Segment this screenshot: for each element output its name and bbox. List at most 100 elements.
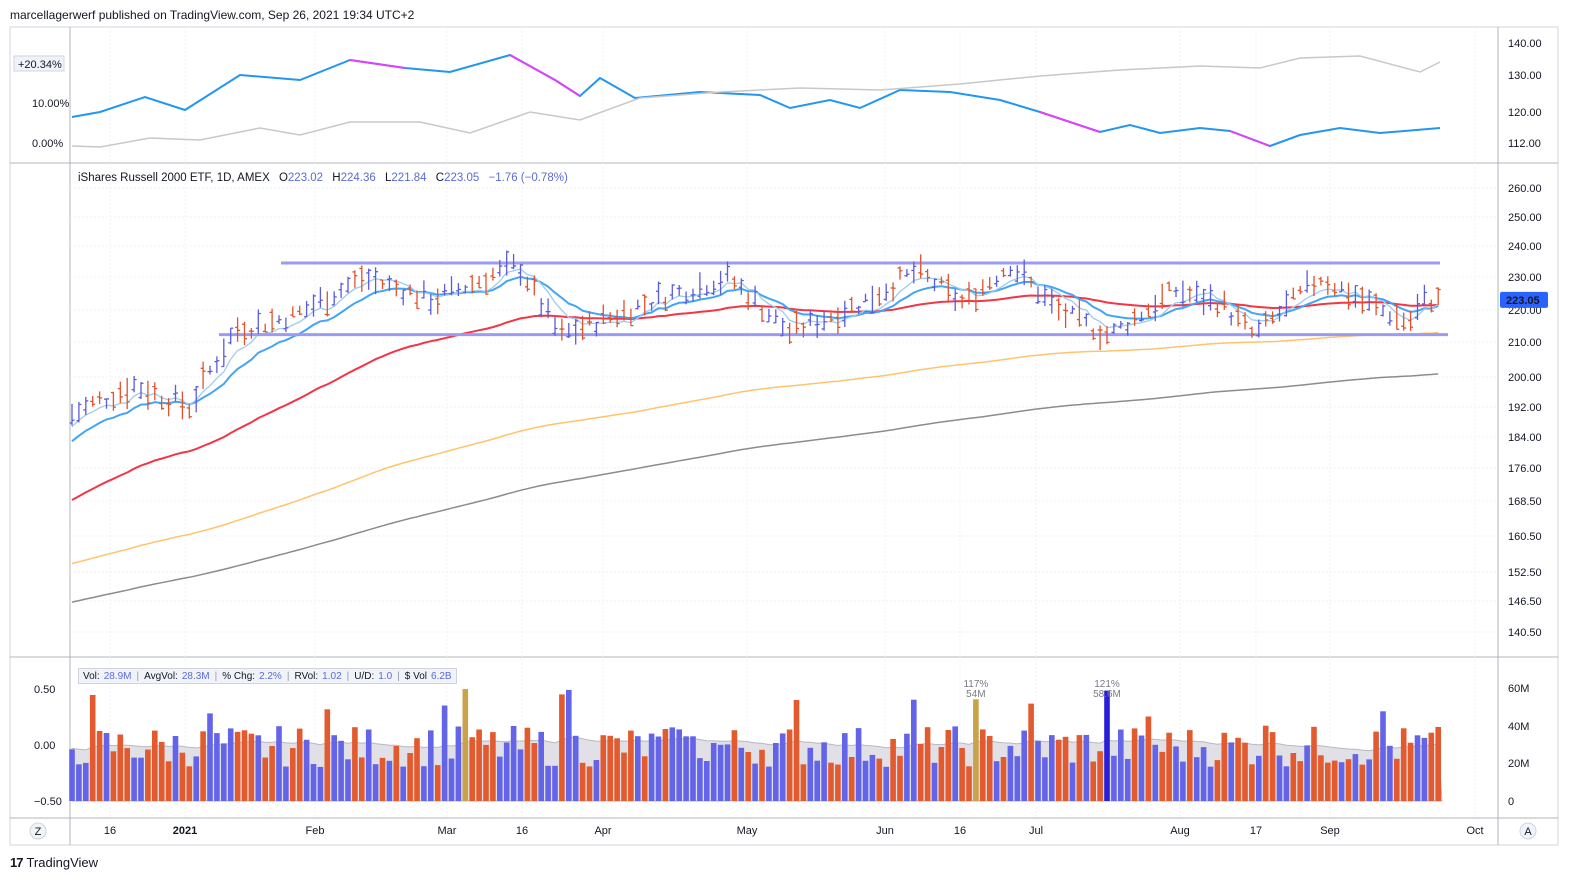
price-bar [690, 288, 696, 302]
corner-button-label: A [1524, 826, 1532, 838]
rs-left-label: 10.00% [32, 98, 70, 110]
volume-bar [1256, 755, 1262, 801]
volume-annotation-vol: 58.6M [1093, 689, 1121, 700]
volume-bar [1007, 745, 1014, 801]
volume-bar [1352, 754, 1359, 801]
volume-bar [269, 746, 275, 801]
price-bar [1249, 326, 1255, 338]
price-bar [904, 269, 910, 277]
volume-bar [428, 730, 434, 801]
price-bar [386, 275, 392, 292]
price-bar [1435, 287, 1441, 306]
volume-bar [1318, 755, 1324, 801]
price-bar [863, 293, 868, 303]
price-bar [1139, 311, 1144, 322]
volume-bar [1000, 757, 1007, 801]
range-lines [219, 261, 1448, 337]
volume-bar [386, 760, 393, 801]
price-axis-label: 210.00 [1508, 337, 1542, 349]
price-bar [580, 315, 586, 341]
corner-button[interactable] [29, 822, 47, 840]
price-bar [304, 300, 310, 318]
volume-bar [648, 733, 655, 801]
volume-bar [172, 736, 179, 801]
price-bar [1173, 286, 1179, 298]
volume-bar [517, 749, 524, 801]
price-bar [642, 294, 648, 316]
price-bar [559, 318, 565, 341]
volume-bar [531, 743, 538, 801]
price-bar [97, 391, 103, 404]
price-bar [1304, 270, 1310, 293]
price-bar [1235, 304, 1241, 327]
price-axis-label: 260.00 [1508, 183, 1542, 195]
volume-bar [110, 751, 117, 801]
volume-bar [959, 748, 965, 801]
volume-bar [917, 743, 924, 801]
date-axis-label: Feb [306, 825, 325, 837]
outer-frame [9, 26, 1559, 846]
volume-bar [234, 731, 241, 801]
price-bar [752, 285, 758, 308]
volume-bar [993, 761, 1000, 801]
price-bar [255, 309, 261, 334]
volume-bar [186, 766, 193, 801]
price-bar [656, 281, 661, 305]
price-bar [1208, 284, 1213, 311]
low-label: L [385, 172, 392, 184]
price-bar [276, 315, 282, 324]
price-bar [1325, 276, 1331, 295]
volume-bar [931, 762, 938, 801]
volume-bar [800, 764, 807, 801]
date-axis-label: Sep [1320, 825, 1340, 837]
price-bar [359, 265, 365, 292]
price-bar [1159, 283, 1165, 309]
price-bar [469, 274, 475, 294]
volume-bar [1104, 690, 1110, 801]
price-bar [380, 279, 385, 290]
volume-annotation-vol: 54M [966, 689, 985, 700]
volume-bar [152, 730, 158, 801]
volume-bar [338, 740, 344, 801]
price-axis-label: 152.50 [1508, 567, 1542, 579]
price-bar [718, 270, 724, 295]
volume-bar [1325, 762, 1331, 801]
volume-bar [124, 748, 130, 801]
price-bar [131, 375, 137, 393]
axes: 140.00 130.00 120.00 112.00 +20.34% 10.00% 0.0… [13, 38, 1548, 840]
volume-bar [158, 741, 165, 801]
price-axis-label: 192.00 [1508, 402, 1542, 414]
price-bar [269, 308, 275, 333]
date-axis-label: Mar [438, 825, 457, 837]
volume-bar [628, 730, 634, 801]
volume-bar [1283, 766, 1290, 801]
corner-button[interactable] [1519, 822, 1537, 840]
rvol-value: 1.02 [322, 670, 342, 682]
price-bar [248, 328, 254, 339]
price-bar [373, 267, 379, 295]
volume-bar [842, 733, 848, 801]
close-label: C [435, 172, 445, 184]
date-axis-label: Apr [594, 825, 611, 837]
price-bar [1125, 322, 1131, 336]
price-bar [193, 386, 199, 413]
volume-bar [1373, 731, 1379, 801]
volume-legend: Vol: 28.9M | AvgVol: 28.3M | % Chg: 2.2% | … [78, 668, 457, 684]
benchmark-line [71, 55, 1441, 148]
price-bar [476, 275, 482, 289]
price-bar [635, 299, 641, 310]
date-axis-label: Oct [1466, 825, 1483, 837]
price-axis-label: 240.00 [1508, 241, 1542, 253]
volume-left-label: 0.00 [34, 740, 55, 752]
price-bar [1290, 287, 1296, 300]
price-bar [1228, 312, 1234, 326]
price-bar [317, 287, 323, 308]
ma200-line [71, 373, 1439, 603]
volume-bar [938, 747, 945, 801]
price-bar [1401, 312, 1407, 331]
tradingview-logo[interactable]: 17 TradingView [10, 855, 98, 870]
volume-annotation-pct: 117% [963, 679, 988, 690]
date-axis-label: Jun [876, 825, 894, 837]
price-bar [966, 281, 972, 305]
price-bar [1311, 275, 1317, 296]
